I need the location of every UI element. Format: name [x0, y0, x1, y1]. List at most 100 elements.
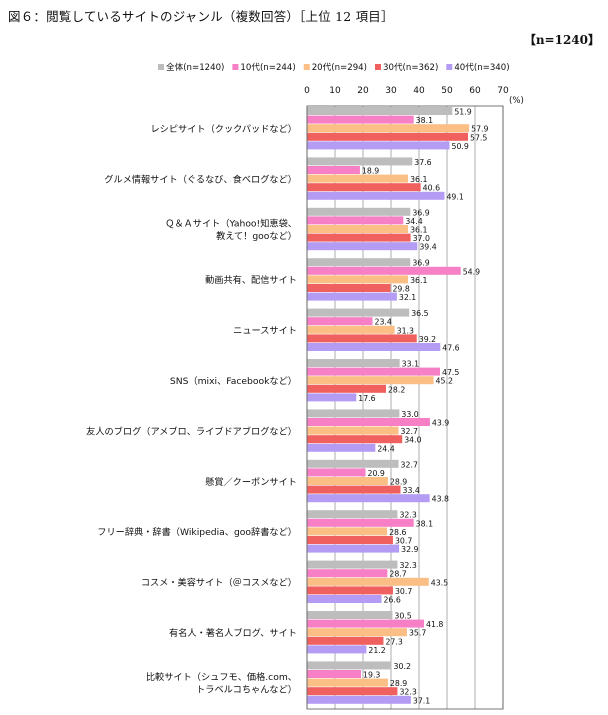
data-label: 17.6 [358, 394, 375, 403]
data-label: 32.7 [401, 427, 418, 436]
data-label: 37.6 [414, 158, 431, 167]
bar [307, 468, 366, 477]
data-label: 36.1 [410, 276, 427, 285]
legend-swatch [303, 64, 310, 70]
data-label: 47.6 [442, 344, 459, 353]
data-label: 31.3 [397, 326, 414, 335]
bar [307, 577, 429, 586]
bar [307, 670, 362, 678]
legend-label: 40代(n=340) [454, 62, 509, 73]
bar [307, 459, 399, 468]
bar [307, 141, 450, 150]
data-label: 36.9 [412, 208, 429, 217]
data-label: 43.5 [431, 578, 448, 587]
x-tick-label: 20 [357, 86, 369, 96]
data-label: 37.1 [413, 696, 430, 705]
category-label: グルメ情報サイト（ぐるなび、食べログなど） [104, 173, 297, 185]
data-label: 40.6 [423, 184, 440, 193]
data-label: 38.1 [416, 116, 433, 125]
x-tick-label: 70 [497, 86, 509, 96]
bar [307, 216, 404, 225]
data-label: 35.7 [409, 629, 426, 638]
bar [307, 325, 395, 334]
data-label: 28.6 [389, 528, 406, 537]
bar [307, 569, 388, 578]
bar [307, 132, 468, 141]
legend-swatch [158, 64, 164, 70]
category-label: 教えて！gooなど） [216, 230, 297, 242]
bar [307, 207, 411, 216]
x-tick-label: 30 [385, 86, 397, 96]
legend-label: 30代(n=362) [383, 62, 438, 73]
data-label: 20.9 [368, 469, 385, 478]
category-label: コスメ・美容サイト（＠コスメなど） [141, 577, 297, 589]
bar [307, 527, 388, 536]
chart-title: 図６：閲覧しているサイトのジャンル（複数回答）［上位 12 項目］ [8, 9, 394, 24]
bar [307, 343, 441, 351]
data-label: 18.9 [362, 167, 379, 176]
data-label: 38.1 [416, 519, 433, 528]
bar [307, 107, 453, 115]
data-label: 36.1 [410, 226, 427, 235]
data-label: 21.2 [368, 646, 385, 655]
bar [307, 157, 413, 166]
category-label: 動画共有、配信サイト [205, 274, 297, 286]
data-label: 37.0 [413, 234, 430, 243]
data-label: 30.7 [395, 537, 412, 546]
bar [307, 426, 399, 435]
data-label: 19.3 [363, 671, 380, 680]
legend-label: 20代(n=294) [312, 62, 367, 73]
bar [307, 384, 386, 393]
data-label: 49.1 [446, 192, 463, 201]
data-label: 41.8 [426, 620, 443, 629]
data-label: 32.3 [399, 511, 416, 520]
category-label: Ｑ＆Ａサイト（Yahoo!知恵袋、 [165, 218, 297, 230]
data-label: 32.9 [401, 545, 418, 554]
data-label: 23.4 [375, 318, 392, 327]
bar [307, 115, 414, 124]
data-label: 30.2 [394, 662, 411, 671]
bar [307, 595, 382, 603]
data-label: 57.5 [470, 133, 487, 142]
x-tick-label: 60 [469, 86, 481, 96]
bar [307, 275, 409, 284]
data-label: 32.3 [399, 688, 416, 697]
legend-swatch [375, 64, 382, 70]
bar [307, 174, 409, 183]
bar [307, 367, 440, 376]
bar [307, 435, 403, 444]
data-label: 24.4 [377, 444, 394, 453]
bar [307, 258, 411, 267]
data-label: 33.1 [402, 360, 419, 369]
bar [307, 645, 367, 654]
bar [307, 678, 388, 687]
data-label: 26.6 [383, 596, 400, 605]
data-label: 33.0 [401, 410, 418, 419]
data-label: 47.5 [442, 368, 459, 377]
bar [307, 233, 411, 242]
data-label: 57.9 [471, 125, 488, 134]
bar [307, 242, 418, 251]
bar [307, 477, 388, 485]
bar [307, 560, 398, 569]
category-label: 有名人・著名人ブログ、サイト [169, 627, 297, 639]
data-label: 36.9 [412, 259, 429, 268]
bar [307, 661, 392, 670]
category-label: 懸賞／クーポンサイト [205, 476, 297, 488]
data-label: 51.9 [454, 108, 471, 117]
data-label: 50.9 [452, 142, 469, 151]
x-tick-label: 10 [329, 86, 341, 96]
data-label: 32.3 [399, 561, 416, 570]
bar [307, 586, 393, 595]
bar [307, 376, 434, 385]
data-label: 32.7 [401, 460, 418, 469]
x-tick-label: 50 [441, 86, 453, 96]
data-label: 36.5 [411, 309, 428, 318]
bar [307, 359, 400, 367]
bar [307, 393, 357, 402]
data-label: 54.9 [463, 267, 480, 276]
bar [307, 510, 398, 519]
bar [307, 409, 400, 418]
data-label: 39.2 [419, 335, 436, 344]
